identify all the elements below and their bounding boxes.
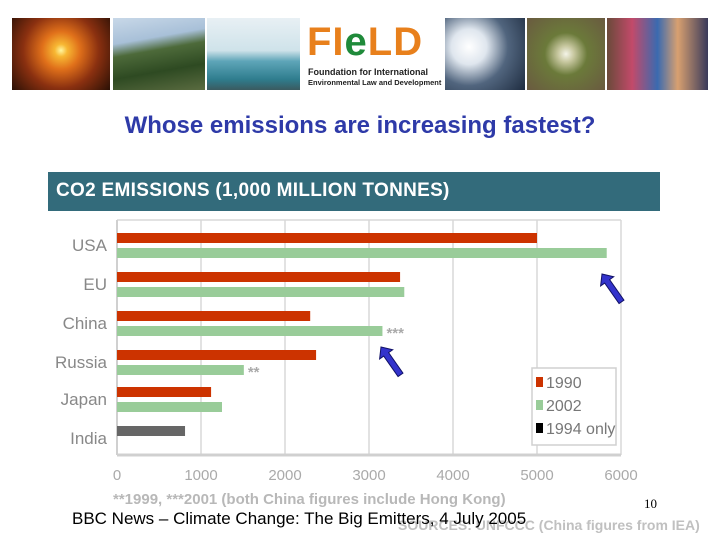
bar-annotation: *** bbox=[386, 325, 404, 342]
x-tick-label: 6000 bbox=[604, 467, 637, 484]
field-logo: FIeLD Foundation for International Envir… bbox=[300, 18, 445, 90]
bar-china-1990 bbox=[117, 311, 311, 321]
bar-japan-2002 bbox=[117, 402, 222, 412]
bar-usa-2002 bbox=[117, 248, 607, 258]
slide-citation: BBC News – Climate Change: The Big Emitt… bbox=[72, 509, 527, 528]
people-photo bbox=[607, 18, 708, 90]
y-category-label: USA bbox=[72, 236, 108, 255]
x-tick-label: 5000 bbox=[520, 467, 553, 484]
legend-swatch bbox=[536, 423, 543, 433]
x-tick-label: 1000 bbox=[184, 467, 217, 484]
y-category-label: EU bbox=[83, 275, 107, 294]
bar-annotation: ** bbox=[248, 364, 260, 381]
bar-china-2002 bbox=[117, 326, 383, 336]
clouds-photo bbox=[445, 18, 525, 90]
logo-subtitle: Foundation for International bbox=[308, 67, 428, 77]
bar-russia-1990 bbox=[117, 350, 317, 360]
bar-japan-1990 bbox=[117, 387, 212, 397]
x-tick-label: 0 bbox=[113, 467, 121, 484]
bar-russia-2002 bbox=[117, 365, 244, 375]
logo-subtitle: Environmental Law and Development bbox=[308, 78, 442, 87]
y-category-label: Russia bbox=[55, 353, 108, 372]
legend-label: 1994 only bbox=[546, 421, 615, 438]
chart-source: SOURCES: UNFCCC (China figures from IEA) bbox=[398, 517, 700, 533]
x-tick-label: 3000 bbox=[352, 467, 385, 484]
arrow-icon bbox=[599, 273, 625, 305]
y-category-label: Japan bbox=[61, 390, 107, 409]
x-tick-label: 4000 bbox=[436, 467, 469, 484]
arrow-icon bbox=[378, 346, 404, 378]
bar-eu-2002 bbox=[117, 287, 405, 297]
mountain-photo bbox=[113, 18, 205, 90]
legend-box bbox=[531, 367, 617, 446]
chart-title: CO2 EMISSIONS (1,000 MILLION TONNES) bbox=[56, 180, 450, 201]
legend-swatch bbox=[536, 400, 543, 410]
bar-india-1994-only bbox=[117, 426, 186, 436]
bar-eu-1990 bbox=[117, 272, 401, 282]
legend-swatch bbox=[536, 377, 543, 387]
y-category-label: India bbox=[70, 429, 107, 448]
legend-label: 1990 bbox=[546, 375, 582, 392]
chart-title-bar: CO2 EMISSIONS (1,000 MILLION TONNES) bbox=[48, 172, 660, 211]
bar-usa-1990 bbox=[117, 233, 537, 243]
boat-photo bbox=[207, 18, 300, 90]
page-number: 10 bbox=[644, 496, 657, 511]
y-category-label: China bbox=[63, 314, 108, 333]
legend-label: 2002 bbox=[546, 398, 582, 415]
chart-footnote: **1999, ***2001 (both China figures incl… bbox=[113, 491, 506, 508]
x-tick-label: 2000 bbox=[268, 467, 301, 484]
logo-wordmark: FIeLD bbox=[307, 20, 424, 64]
flowers-photo bbox=[527, 18, 605, 90]
sunset-photo bbox=[12, 18, 110, 90]
slide-title: Whose emissions are increasing fastest? bbox=[124, 112, 596, 139]
